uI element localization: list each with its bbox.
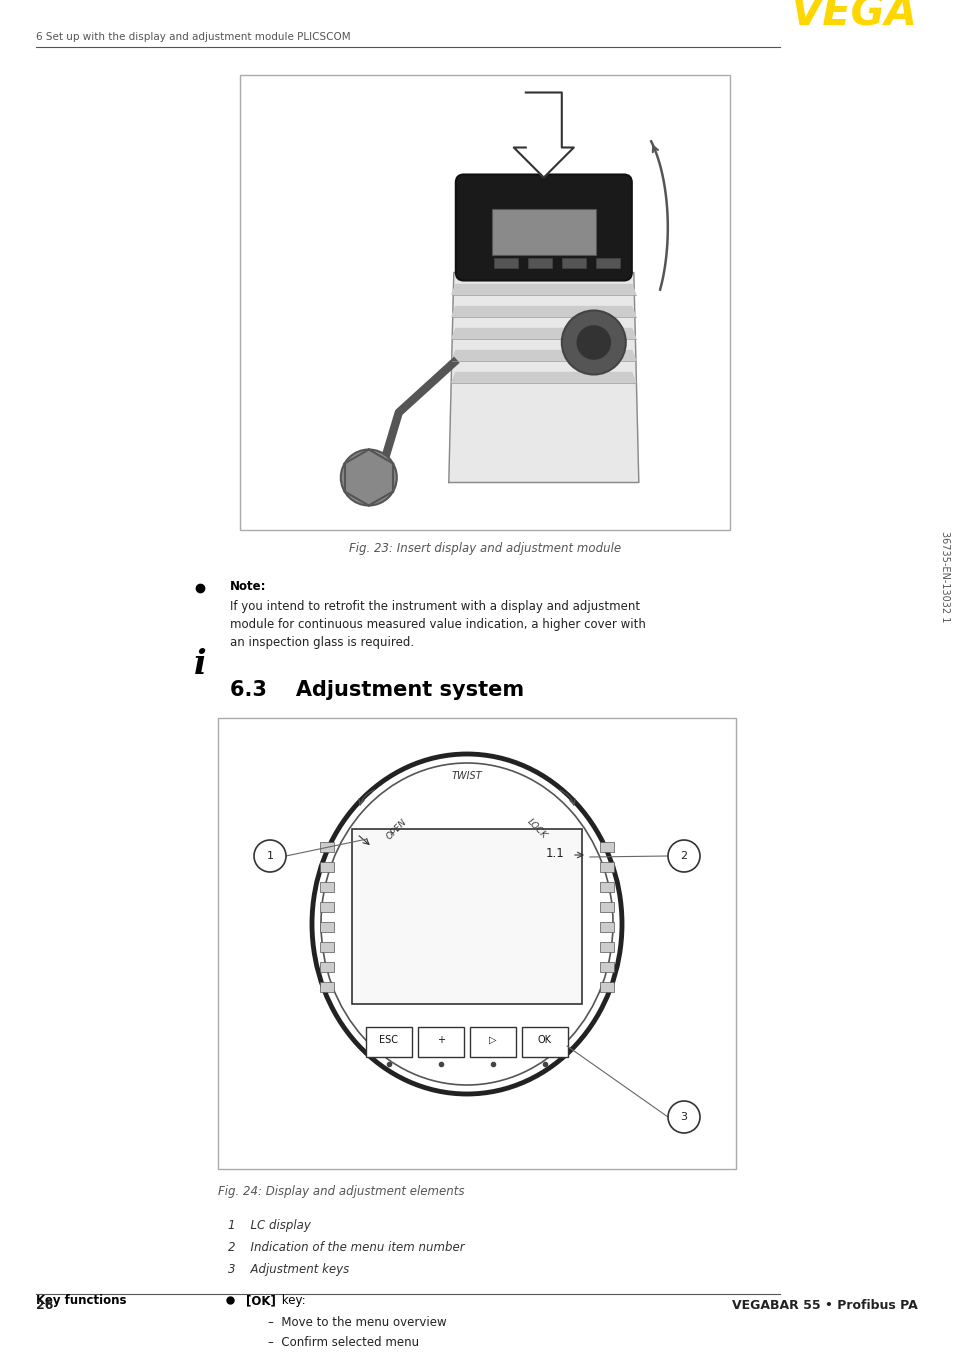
Text: +: + [436, 1034, 444, 1045]
Circle shape [667, 839, 700, 872]
Text: –  Move to the menu overview: – Move to the menu overview [268, 1316, 446, 1330]
Bar [494, 257, 517, 268]
Bar [218, 718, 735, 1169]
Text: 36735-EN-13032 1: 36735-EN-13032 1 [939, 531, 949, 623]
Text: 1    LC display: 1 LC display [228, 1219, 311, 1232]
Text: 6 Set up with the display and adjustment module PLICSCOM: 6 Set up with the display and adjustment… [36, 32, 351, 42]
Text: LOCK: LOCK [525, 818, 548, 841]
Bar [319, 862, 334, 872]
Text: 1: 1 [266, 852, 274, 861]
Polygon shape [452, 372, 635, 382]
FancyBboxPatch shape [521, 1026, 567, 1057]
Bar [599, 902, 614, 913]
Ellipse shape [312, 754, 621, 1094]
FancyBboxPatch shape [470, 1026, 516, 1057]
Text: ESC: ESC [379, 1034, 398, 1045]
Polygon shape [452, 306, 635, 317]
Bar [599, 982, 614, 992]
Bar [319, 922, 334, 932]
Bar [240, 74, 729, 529]
Circle shape [667, 1101, 700, 1133]
Bar [599, 922, 614, 932]
Bar [599, 961, 614, 972]
Text: –  Confirm selected menu: – Confirm selected menu [268, 1336, 418, 1349]
Bar [319, 982, 334, 992]
Text: VEGA: VEGA [790, 0, 917, 34]
Bar [319, 902, 334, 913]
Bar [319, 961, 334, 972]
Circle shape [576, 325, 611, 360]
Text: 2    Indication of the menu item number: 2 Indication of the menu item number [228, 1242, 464, 1254]
Bar [599, 862, 614, 872]
Bar [561, 257, 585, 268]
Bar [599, 881, 614, 892]
Bar [596, 257, 619, 268]
Text: i: i [193, 649, 206, 681]
Text: [OK]: [OK] [246, 1294, 275, 1307]
Text: ▷: ▷ [489, 1034, 497, 1045]
Polygon shape [452, 351, 635, 360]
Circle shape [340, 450, 396, 505]
Circle shape [561, 310, 625, 375]
Bar [352, 829, 581, 1005]
Bar [527, 257, 551, 268]
Bar [492, 209, 596, 255]
Text: TWIST: TWIST [451, 770, 482, 781]
Text: 3    Adjustment keys: 3 Adjustment keys [228, 1263, 349, 1275]
Text: OPEN: OPEN [385, 816, 409, 841]
Polygon shape [448, 272, 639, 482]
Bar [599, 842, 614, 852]
Circle shape [253, 839, 286, 872]
Ellipse shape [320, 764, 613, 1085]
Bar [599, 942, 614, 952]
Text: Note:: Note: [230, 580, 266, 593]
FancyBboxPatch shape [417, 1026, 463, 1057]
Text: module for continuous measured value indication, a higher cover with: module for continuous measured value ind… [230, 617, 645, 631]
FancyBboxPatch shape [456, 175, 631, 280]
Bar [319, 842, 334, 852]
Text: 3: 3 [679, 1112, 687, 1122]
Text: VEGABAR 55 • Profibus PA: VEGABAR 55 • Profibus PA [732, 1298, 917, 1312]
Text: If you intend to retrofit the instrument with a display and adjustment: If you intend to retrofit the instrument… [230, 600, 639, 613]
Text: an inspection glass is required.: an inspection glass is required. [230, 636, 414, 649]
Text: 1.1: 1.1 [545, 848, 563, 860]
Text: 2: 2 [679, 852, 687, 861]
Text: Fig. 23: Insert display and adjustment module: Fig. 23: Insert display and adjustment m… [349, 542, 620, 555]
Polygon shape [514, 92, 573, 177]
Bar [319, 881, 334, 892]
Text: 6.3    Adjustment system: 6.3 Adjustment system [230, 680, 523, 700]
Text: Key functions: Key functions [36, 1294, 127, 1307]
Text: key:: key: [277, 1294, 305, 1307]
Bar [319, 942, 334, 952]
Text: 26: 26 [36, 1298, 53, 1312]
Polygon shape [452, 329, 635, 338]
Text: Fig. 24: Display and adjustment elements: Fig. 24: Display and adjustment elements [218, 1185, 464, 1198]
Polygon shape [452, 284, 635, 295]
FancyBboxPatch shape [366, 1026, 412, 1057]
Text: OK: OK [537, 1034, 552, 1045]
